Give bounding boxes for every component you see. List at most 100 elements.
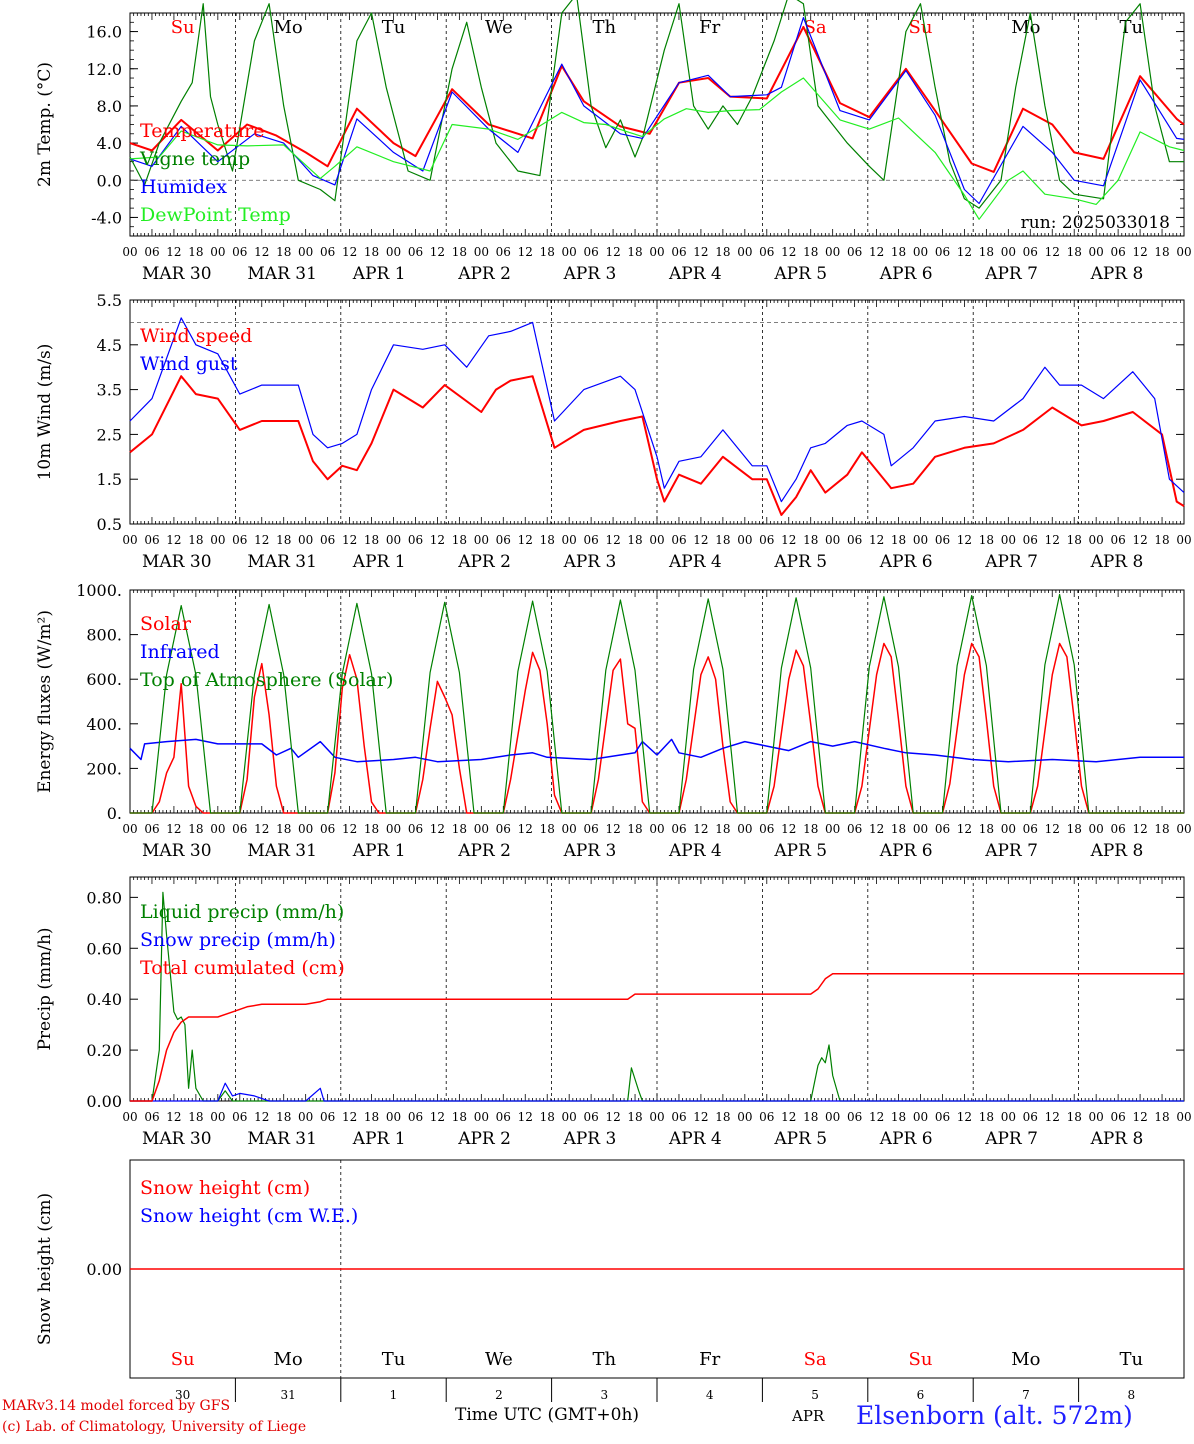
weekday-label: Su [171,17,195,38]
hour-tick-label: 06 [496,822,511,836]
day-number-label: 31 [280,1388,295,1402]
date-tick-label: APR 5 [773,552,827,572]
date-tick-label: APR 3 [563,1129,617,1149]
weekday-label: Su [171,1349,195,1370]
hour-tick-label: 18 [891,822,906,836]
legend-entry: Total cumulated (cm) [140,957,345,979]
weekday-label: Fr [699,1349,720,1370]
hour-tick-label: 12 [1045,245,1060,259]
y-tick-label: 0.40 [86,990,122,1009]
hour-tick-label: 12 [869,245,884,259]
hour-tick-label: 12 [693,533,708,547]
hour-tick-label: 00 [737,822,752,836]
hour-tick-label: 18 [364,1110,379,1124]
weekday-label: Tu [382,1349,406,1370]
hour-tick-label: 18 [452,533,467,547]
date-tick-label: APR 8 [1090,1129,1144,1149]
hour-tick-label: 00 [1001,822,1016,836]
hour-tick-label: 18 [715,1110,730,1124]
hour-tick-label: 06 [408,245,423,259]
hour-tick-label: 18 [540,822,555,836]
hour-tick-label: 12 [1132,822,1147,836]
y-tick-label: 400. [86,715,122,734]
hour-tick-label: 00 [1176,533,1191,547]
hour-tick-label: 06 [496,245,511,259]
hour-tick-label: 00 [1001,1110,1016,1124]
date-tick-label: APR 6 [879,264,933,284]
hour-tick-label: 00 [562,533,577,547]
hour-tick-label: 18 [715,822,730,836]
weekday-label: We [485,1349,513,1370]
date-tick-label: APR 3 [563,264,617,284]
hour-tick-label: 18 [803,533,818,547]
hour-tick-label: 00 [210,533,225,547]
hour-tick-label: 06 [847,533,862,547]
weekday-label: Th [592,17,616,38]
hour-tick-label: 18 [627,245,642,259]
hour-tick-label: 12 [518,245,533,259]
hour-tick-label: 12 [605,1110,620,1124]
day-number-label: 4 [706,1388,714,1402]
hour-tick-label: 00 [210,1110,225,1124]
legend-entry: Wind speed [140,325,252,347]
panel-snow: 0.00 Snow height (cm) Su Mo Tu We Th Fr Sa Su Mo Tu… [35,1159,1185,1402]
day-number-label: 3 [600,1388,608,1402]
hour-tick-label: 00 [298,533,313,547]
hour-tick-label: 12 [254,533,269,547]
hour-tick-label: 06 [583,533,598,547]
hour-tick-label: 00 [649,245,664,259]
hour-tick-label: 00 [825,822,840,836]
legend-entry: Liquid precip (mm/h) [140,901,344,923]
hour-tick-label: 18 [1154,1110,1169,1124]
hour-tick-label: 00 [649,822,664,836]
y-tick-label: 16.0 [86,23,122,42]
y-axis-label: 2m Temp. (°C) [35,62,55,187]
day-number-label: 5 [811,1388,819,1402]
hour-tick-label: 06 [320,245,335,259]
hour-tick-label: 06 [671,245,686,259]
hour-tick-label: 00 [1176,245,1191,259]
hour-tick-label: 00 [1089,245,1104,259]
date-tick-label: APR 4 [668,264,722,284]
y-tick-label: 5.5 [97,291,122,310]
run-annotation: run: 2025033018 [1021,213,1170,233]
legend-entry: Solar [140,613,192,635]
date-tick-label: APR 4 [668,552,722,572]
hour-tick-label: 06 [232,1110,247,1124]
series-line-wind-gust [129,317,1185,503]
hour-tick-label: 12 [166,1110,181,1124]
hour-tick-label: 12 [1045,1110,1060,1124]
y-tick-label: 600. [86,670,122,689]
date-tick-label: APR 2 [457,1129,511,1149]
y-tick-label: 1000. [76,581,122,600]
hour-tick-label: 12 [166,533,181,547]
hour-tick-label: 00 [1001,533,1016,547]
hour-tick-label: 18 [276,1110,291,1124]
hour-tick-label: 12 [605,822,620,836]
hour-tick-label: 00 [122,822,137,836]
hour-tick-label: 18 [627,533,642,547]
weekday-label: We [485,17,513,38]
hour-tick-label: 18 [803,1110,818,1124]
hour-tick-label: 00 [562,822,577,836]
lab-credit-line: (c) Lab. of Climatology, University of L… [2,1419,307,1435]
y-tick-label: 0.0 [97,171,122,190]
date-tick-label: MAR 31 [247,1129,317,1149]
y-axis-label: Snow height (cm) [35,1193,55,1345]
hour-tick-label: 18 [540,245,555,259]
hour-tick-label: 06 [232,822,247,836]
weekday-label: Sa [804,1349,827,1370]
hour-tick-label: 18 [188,1110,203,1124]
hour-tick-label: 00 [913,822,928,836]
hour-tick-label: 00 [737,533,752,547]
hour-tick-label: 06 [320,1110,335,1124]
hour-tick-label: 06 [232,245,247,259]
date-tick-label: APR 5 [773,264,827,284]
hour-tick-label: 12 [254,245,269,259]
legend-entry: Humidex [140,176,227,198]
hour-tick-label: 06 [408,1110,423,1124]
date-tick-label: APR 6 [879,1129,933,1149]
hour-tick-label: 06 [935,533,950,547]
date-tick-label: APR 6 [879,552,933,572]
date-tick-label: MAR 30 [142,552,212,572]
